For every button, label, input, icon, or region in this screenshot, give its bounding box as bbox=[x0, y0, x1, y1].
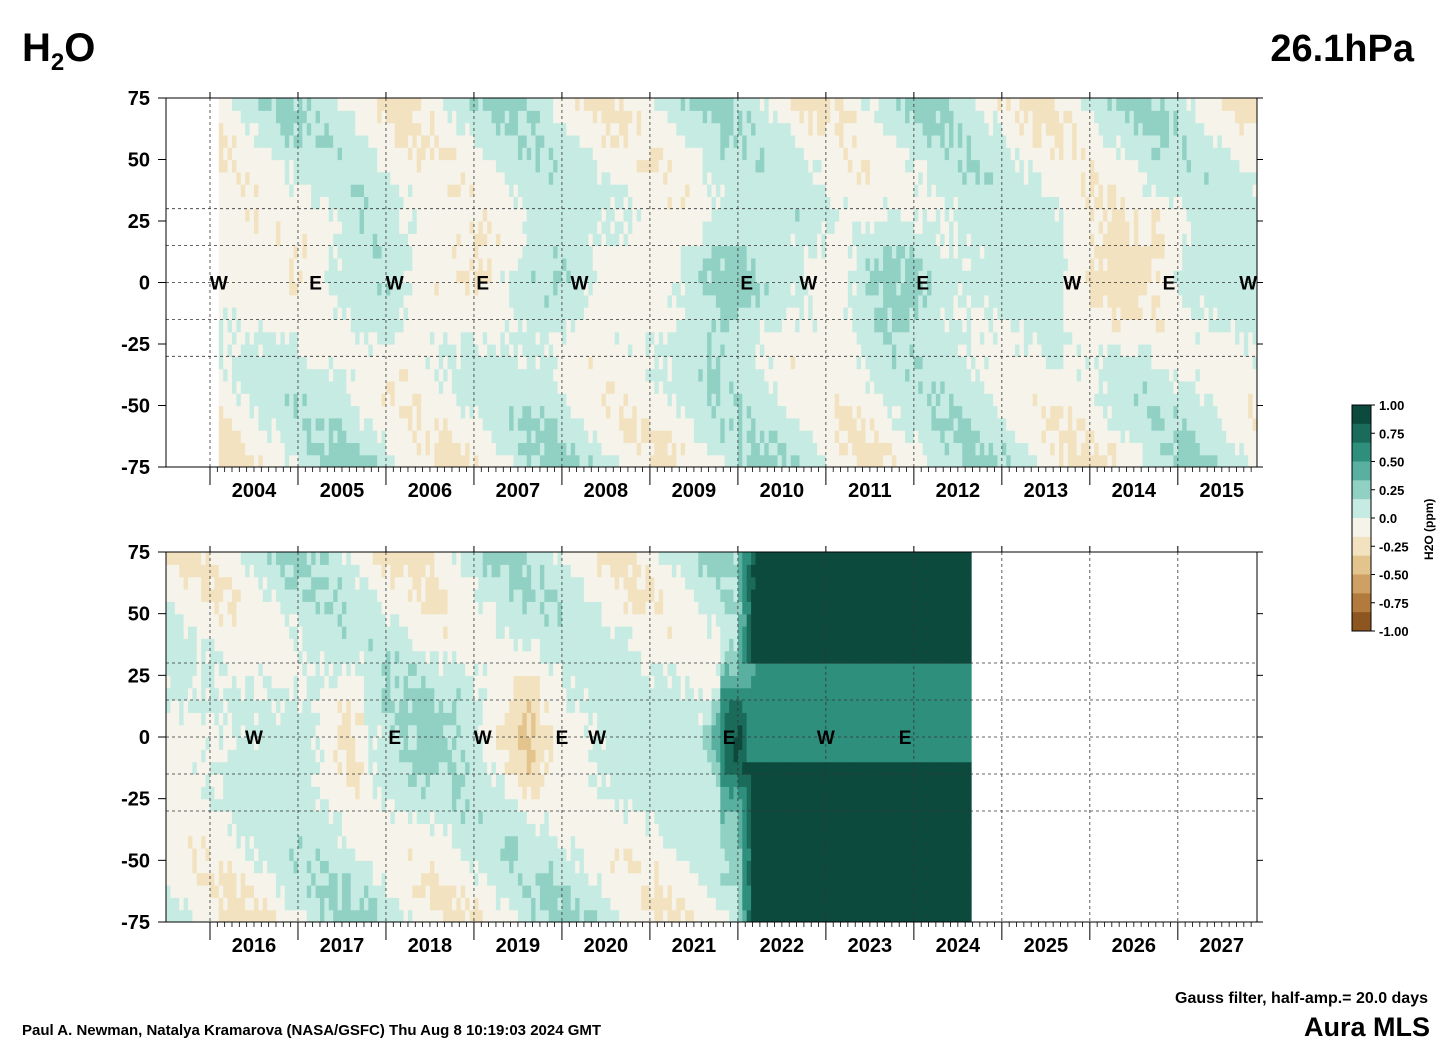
colorbar-swatch bbox=[1352, 499, 1371, 519]
x-tick-label: 2025 bbox=[1024, 935, 1069, 957]
y-tick-label: -75 bbox=[121, 457, 150, 479]
x-tick-label: 2022 bbox=[760, 935, 805, 957]
x-tick-label: 2009 bbox=[672, 480, 717, 502]
x-tick-label: 2012 bbox=[936, 480, 981, 502]
colorbar-tick-label: -0.25 bbox=[1379, 539, 1409, 554]
qbo-phase-label: E bbox=[556, 728, 569, 749]
colorbar-label: H2O (ppm) bbox=[1422, 499, 1436, 560]
y-tick-label: -25 bbox=[121, 334, 150, 356]
qbo-phase-label: W bbox=[474, 728, 492, 749]
y-tick-label: -75 bbox=[121, 912, 150, 934]
colorbar-swatch bbox=[1352, 442, 1371, 462]
x-tick-label: 2010 bbox=[760, 480, 805, 502]
y-tick-label: -25 bbox=[121, 789, 150, 811]
y-tick-label: 50 bbox=[128, 150, 150, 172]
author-credit: Paul A. Newman, Natalya Kramarova (NASA/… bbox=[22, 1022, 602, 1039]
colorbar-tick-label: 1.00 bbox=[1379, 398, 1404, 413]
colorbar-swatch bbox=[1352, 593, 1371, 613]
qbo-phase-label: W bbox=[817, 728, 835, 749]
colorbar-swatch bbox=[1352, 423, 1371, 444]
qbo-phase-label: W bbox=[210, 274, 228, 295]
y-tick-label: 0 bbox=[139, 273, 150, 295]
pressure-level-title: 26.1hPa bbox=[1270, 28, 1414, 70]
x-tick-label: 2024 bbox=[936, 935, 981, 957]
colorbar-swatch bbox=[1352, 574, 1371, 594]
y-tick-label: 25 bbox=[128, 211, 150, 233]
y-tick-label: -50 bbox=[121, 396, 150, 418]
qbo-phase-label: W bbox=[571, 274, 589, 295]
x-tick-label: 2006 bbox=[408, 480, 453, 502]
anomaly-field bbox=[166, 552, 972, 922]
panel-2004-2015: 75 50 25 0 -25 -50 -75 2004 2005 2006 2007 2008 2009… bbox=[121, 88, 1263, 502]
anomaly-field bbox=[218, 98, 1257, 467]
x-tick-label: 2020 bbox=[584, 935, 629, 957]
x-tick-label: 2017 bbox=[320, 935, 365, 957]
x-tick-label: 2026 bbox=[1112, 935, 1157, 957]
x-tick-label: 2008 bbox=[584, 480, 629, 502]
qbo-phase-label: E bbox=[740, 274, 753, 295]
variable-title: H2O bbox=[22, 26, 96, 76]
colorbar-swatch bbox=[1352, 536, 1371, 557]
qbo-phase-label: W bbox=[245, 728, 263, 749]
y-tick-label: 75 bbox=[128, 542, 150, 564]
qbo-phase-label: E bbox=[899, 728, 912, 749]
y-tick-label: -50 bbox=[121, 850, 150, 872]
x-tick-label: 2011 bbox=[848, 480, 891, 502]
instrument-label: Aura MLS bbox=[1303, 1012, 1430, 1042]
qbo-phase-label: W bbox=[588, 728, 606, 749]
qbo-phase-label: E bbox=[1163, 274, 1176, 295]
qbo-phase-label: E bbox=[388, 728, 401, 749]
y-tick-label: 25 bbox=[128, 665, 150, 687]
colorbar: 1.00 0.75 0.50 0.25 0.0 -0.25 -0.50 -0.75 -1.00 H… bbox=[1351, 398, 1436, 639]
colorbar-tick-label: 0.25 bbox=[1379, 483, 1404, 498]
qbo-phase-label: E bbox=[723, 728, 736, 749]
x-tick-label: 2023 bbox=[848, 935, 893, 957]
colorbar-tick-label: -0.50 bbox=[1379, 568, 1409, 583]
y-tick-label: 50 bbox=[128, 604, 150, 626]
qbo-phase-label: W bbox=[1063, 274, 1081, 295]
panel-2016-2027: 75 50 25 0 -25 -50 -75 2016 2017 2018 2019 2020 2021… bbox=[121, 542, 1263, 957]
colorbar-tick-label: 0.0 bbox=[1379, 511, 1397, 526]
x-tick-label: 2016 bbox=[232, 935, 277, 957]
x-tick-label: 2019 bbox=[496, 935, 541, 957]
colorbar-tick-label: 0.50 bbox=[1379, 455, 1404, 470]
x-tick-label: 2007 bbox=[496, 480, 541, 502]
colorbar-tick-label: -0.75 bbox=[1379, 596, 1409, 611]
colorbar-swatch bbox=[1352, 612, 1371, 632]
x-tick-label: 2018 bbox=[408, 935, 453, 957]
qbo-phase-label: W bbox=[799, 274, 817, 295]
x-tick-label: 2004 bbox=[232, 480, 277, 502]
qbo-phase-label: E bbox=[476, 274, 489, 295]
x-tick-label: 2015 bbox=[1200, 480, 1245, 502]
y-tick-label: 75 bbox=[128, 88, 150, 110]
qbo-phase-label: E bbox=[309, 274, 322, 295]
qbo-phase-label: W bbox=[1239, 274, 1257, 295]
y-tick-label: 0 bbox=[139, 727, 150, 749]
colorbar-swatch bbox=[1352, 518, 1371, 538]
x-tick-label: 2013 bbox=[1024, 480, 1069, 502]
x-tick-label: 2005 bbox=[320, 480, 365, 502]
colorbar-tick-label: 0.75 bbox=[1379, 426, 1404, 441]
colorbar-swatch bbox=[1352, 461, 1371, 481]
colorbar-swatch bbox=[1352, 405, 1371, 425]
x-tick-label: 2027 bbox=[1200, 935, 1245, 957]
colorbar-tick-label: -1.00 bbox=[1379, 624, 1409, 639]
x-tick-label: 2014 bbox=[1112, 480, 1157, 502]
qbo-phase-label: E bbox=[916, 274, 929, 295]
qbo-phase-label: W bbox=[386, 274, 404, 295]
filter-note: Gauss filter, half-amp.= 20.0 days bbox=[1175, 990, 1428, 1007]
colorbar-swatch bbox=[1352, 480, 1371, 500]
colorbar-swatch bbox=[1352, 555, 1371, 575]
x-tick-label: 2021 bbox=[672, 935, 717, 957]
